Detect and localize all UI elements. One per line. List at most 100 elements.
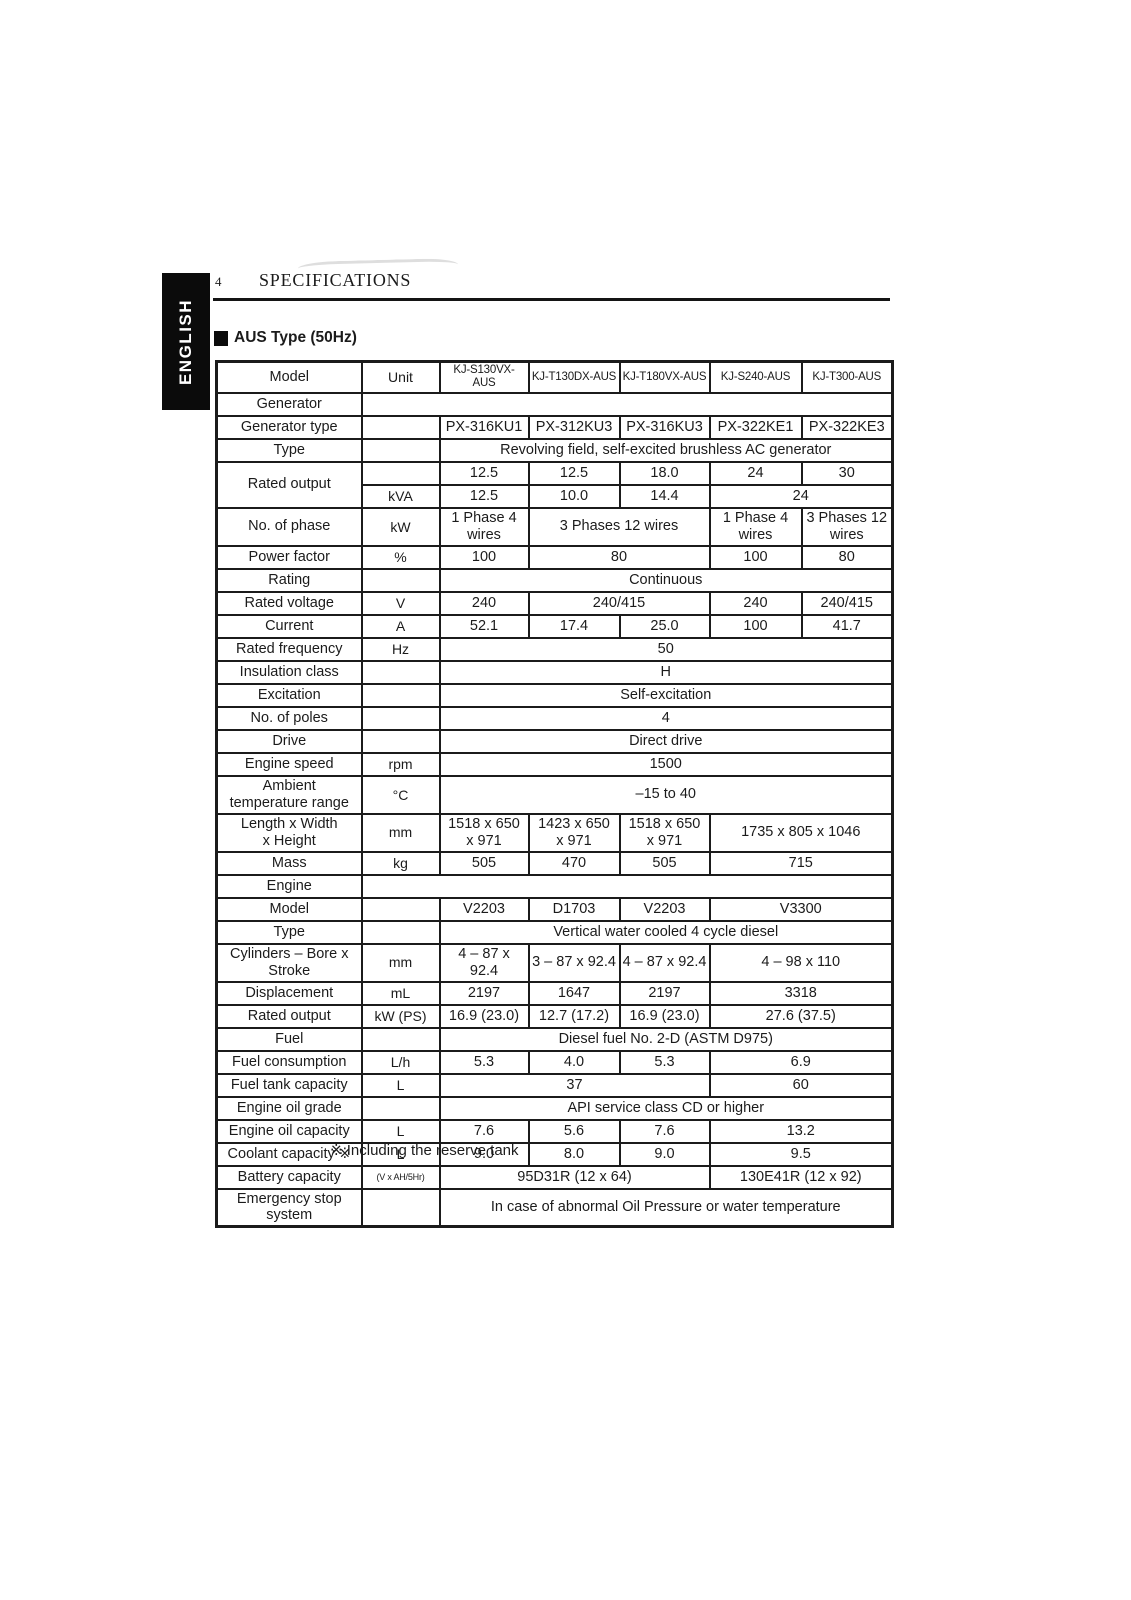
value-cell: V2203	[618, 896, 711, 922]
unit-cell	[360, 567, 441, 593]
value-cell: 10.0	[527, 483, 621, 509]
value-cell: 5.3	[438, 1049, 530, 1075]
value-cell: 1 Phase 4 wires	[438, 506, 530, 547]
value-cell: Vertical water cooled 4 cycle diesel	[438, 919, 894, 945]
row-label-cell: Mass	[215, 850, 363, 876]
row-label-cell: Fuel consumption	[215, 1049, 363, 1075]
unit-cell: L	[360, 1072, 441, 1098]
unit-cell: kVA	[360, 483, 441, 509]
row-label-cell: Battery capacity	[215, 1164, 363, 1190]
row-label-cell: Type	[215, 919, 363, 945]
value-cell: 7.6	[618, 1118, 711, 1144]
table-row: kVA 12.5 10.0 14.4 24	[217, 483, 894, 509]
running-header: 4 SPECIFICATIONS	[213, 270, 890, 301]
value-cell: 12.5	[438, 483, 530, 509]
row-label-cell: Generator type	[215, 414, 363, 440]
row-label-cell: Engine oil capacity	[215, 1118, 363, 1144]
table-row: Current A 52.1 17.4 25.0 100 41.7	[215, 613, 894, 639]
unit-cell: L	[360, 1118, 441, 1144]
value-cell: D1703	[527, 896, 621, 922]
value-cell: Diesel fuel No. 2-D (ASTM D975)	[438, 1026, 894, 1052]
unit-cell: %	[360, 544, 441, 570]
value-cell: 1423 x 650 x 971	[527, 812, 621, 853]
value-cell: 2197	[438, 980, 530, 1006]
table-row: Model Unit KJ-S130VX-AUS KJ-T130DX-AUS KJ-T1…	[215, 360, 894, 394]
value-cell: 130E41R (12 x 92)	[708, 1164, 894, 1190]
spec-table: Model Unit KJ-S130VX-AUS KJ-T130DX-AUS KJ-T1…	[215, 360, 894, 1229]
table-row: Length x Width x Height mm 1518 x 650 x 97…	[215, 812, 894, 853]
value-cell: PX-316KU3	[618, 414, 711, 440]
unit-cell: mL	[360, 980, 441, 1006]
unit-cell	[360, 682, 441, 708]
unit-cell	[360, 414, 441, 440]
value-cell: 12.5	[438, 460, 530, 486]
value-cell: 2197	[618, 980, 711, 1006]
row-label-cell: Insulation class	[215, 659, 363, 685]
value-cell: 16.9 (23.0)	[618, 1003, 711, 1029]
value-cell: 8.0	[527, 1141, 621, 1167]
value-cell: 80	[527, 544, 711, 570]
value-cell: Direct drive	[438, 728, 894, 754]
value-cell: –15 to 40	[438, 774, 894, 815]
row-label-cell: Fuel	[215, 1026, 363, 1052]
table-row: Insulation class H	[215, 659, 894, 685]
row-label-cell: Displacement	[215, 980, 363, 1006]
section-empty-cell	[360, 873, 894, 899]
unit-cell: mm	[360, 942, 441, 983]
table-row: Type Revolving field, self-excited brushl…	[215, 437, 894, 463]
row-label-cell: Model	[215, 896, 363, 922]
page-title: SPECIFICATIONS	[259, 270, 412, 290]
value-cell: 13.2	[708, 1118, 894, 1144]
table-row: Generator	[215, 391, 894, 417]
value-cell: 240	[438, 590, 530, 616]
row-label-cell: Rated frequency	[215, 636, 363, 662]
language-tab: ENGLISH	[162, 273, 210, 410]
table-row: Fuel tank capacity L 37 60	[215, 1072, 894, 1098]
unit-cell: mm	[360, 812, 441, 853]
value-cell: 4	[438, 705, 894, 731]
row-label-cell: Coolant capacity ※	[215, 1141, 363, 1167]
table-row: Power factor% 100 80 100 80	[215, 544, 894, 570]
row-label-cell: Rated voltage	[215, 590, 363, 616]
section-empty-cell	[360, 391, 894, 417]
table-row: Rated output kW (PS) 16.9 (23.0) 12.7 (17.2…	[215, 1003, 894, 1029]
value-cell: 1 Phase 4 wires	[708, 506, 803, 547]
unit-cell: rpm	[360, 751, 441, 777]
value-cell: Revolving field, self-excited brushless …	[438, 437, 894, 463]
footnote: ※ Including the reserve tank	[330, 1142, 519, 1159]
value-cell: API service class CD or higher	[438, 1095, 894, 1121]
value-cell: 100	[438, 544, 530, 570]
value-cell: 60	[708, 1072, 894, 1098]
table-row: Displacement mL 2197 1647 2197 3318	[215, 980, 894, 1006]
table-row: Mass kg 505 470 505 715	[215, 850, 894, 876]
row-label-cell: Rating	[215, 567, 363, 593]
table-row: Type Vertical water cooled 4 cycle diesel	[215, 919, 894, 945]
value-cell: 3 Phases 12 wires	[527, 506, 711, 547]
value-cell: 24	[708, 483, 894, 509]
value-cell: 505	[438, 850, 530, 876]
table-row: No. of phase kW 1 Phase 4 wires 3 Phases 12…	[215, 506, 894, 547]
value-cell: 27.6 (37.5)	[708, 1003, 894, 1029]
row-label-cell: Rated output	[215, 1003, 363, 1029]
table-row: Model V2203 D1703 V2203 V3300	[215, 896, 894, 922]
unit-cell: (V x AH/5Hr)	[360, 1164, 441, 1190]
value-cell: 9.0	[618, 1141, 711, 1167]
row-label-cell: Length x Width x Height	[215, 812, 363, 853]
table-row: Excitation Self-excitation	[215, 682, 894, 708]
row-label-cell: Rated output	[215, 460, 363, 509]
model-header-cell: KJ-S130VX-AUS	[438, 360, 530, 394]
unit-cell	[360, 919, 441, 945]
value-cell: 240/415	[800, 590, 894, 616]
row-label-cell: No. of phase	[215, 506, 363, 547]
table-row: Ambient temperature range °C –15 to 40	[215, 774, 894, 815]
value-cell: 6.9	[708, 1049, 894, 1075]
unit-cell	[360, 659, 441, 685]
table-row: Rating Continuous	[215, 567, 894, 593]
value-cell: 1500	[438, 751, 894, 777]
row-label-cell: Current	[215, 613, 363, 639]
unit-cell: kW (PS)	[360, 1003, 441, 1029]
value-cell: 18.0	[618, 460, 711, 486]
value-cell: 25.0	[618, 613, 711, 639]
unit-cell	[360, 1026, 441, 1052]
unit-cell	[360, 1187, 441, 1228]
